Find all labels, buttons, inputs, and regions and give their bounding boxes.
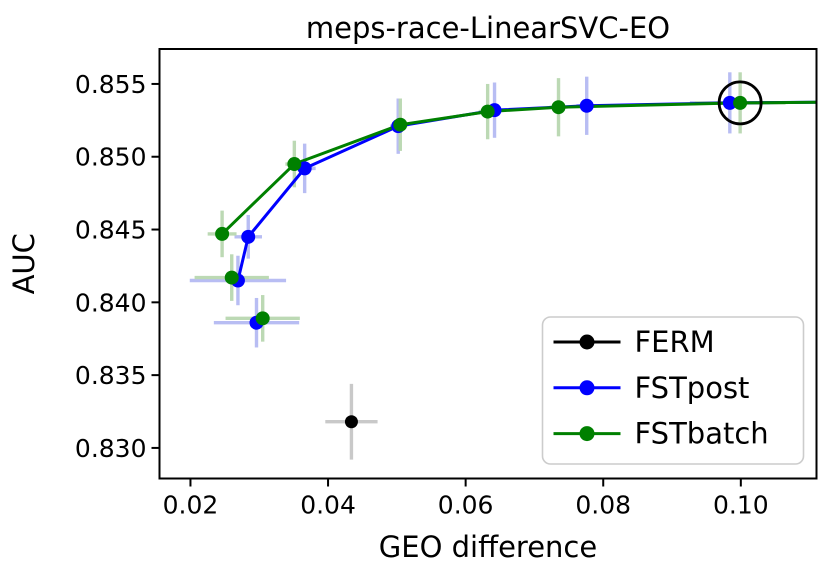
legend-sample-marker-ferm xyxy=(579,334,595,350)
y-tick-label: 0.835 xyxy=(75,361,147,390)
series-line-fstpost xyxy=(236,101,730,281)
x-tick-label: 0.06 xyxy=(438,491,494,520)
series-marker-fstbatch xyxy=(224,270,239,285)
x-tick-label: 0.04 xyxy=(300,491,356,520)
y-tick-label: 0.850 xyxy=(75,143,147,172)
legend-sample-marker-fstpost xyxy=(579,380,595,396)
y-axis-label: AUC xyxy=(7,233,41,294)
series-marker-fstbatch xyxy=(733,95,748,110)
series-marker-fstbatch xyxy=(551,100,566,115)
x-tick-label: 0.02 xyxy=(163,491,219,520)
y-tick-label: 0.845 xyxy=(75,216,147,245)
y-tick-label: 0.855 xyxy=(75,70,147,99)
axes-spines xyxy=(158,48,818,480)
highlight-circle-annotation xyxy=(717,80,763,126)
series-marker-fstbatch xyxy=(393,117,408,132)
series-marker-fstpost xyxy=(722,95,737,110)
series-marker-fstbatch xyxy=(255,311,270,326)
legend-sample-marker-fstbatch xyxy=(579,426,595,442)
series-marker-fstbatch xyxy=(287,157,302,172)
series-marker-fstpost xyxy=(579,98,594,113)
chart-title: meps-race-LinearSVC-EO xyxy=(306,11,670,45)
series-marker-fstbatch xyxy=(215,226,230,241)
legend-label-fstpost: FSTpost xyxy=(635,371,750,405)
series-marker-fstpost xyxy=(241,229,256,244)
series-line-extension-fstbatch xyxy=(740,100,817,105)
y-tick-label: 0.840 xyxy=(75,288,147,317)
series-marker-ferm xyxy=(344,415,358,429)
legend xyxy=(541,316,805,465)
x-tick-label: 0.08 xyxy=(575,491,631,520)
legend-label-fstbatch: FSTbatch xyxy=(635,417,769,451)
series-marker-fstbatch xyxy=(480,104,495,119)
x-tick-label: 0.10 xyxy=(713,491,769,520)
legend-label-ferm: FERM xyxy=(635,325,715,359)
x-axis-label: GEO difference xyxy=(379,530,597,564)
y-tick-label: 0.830 xyxy=(75,434,147,463)
